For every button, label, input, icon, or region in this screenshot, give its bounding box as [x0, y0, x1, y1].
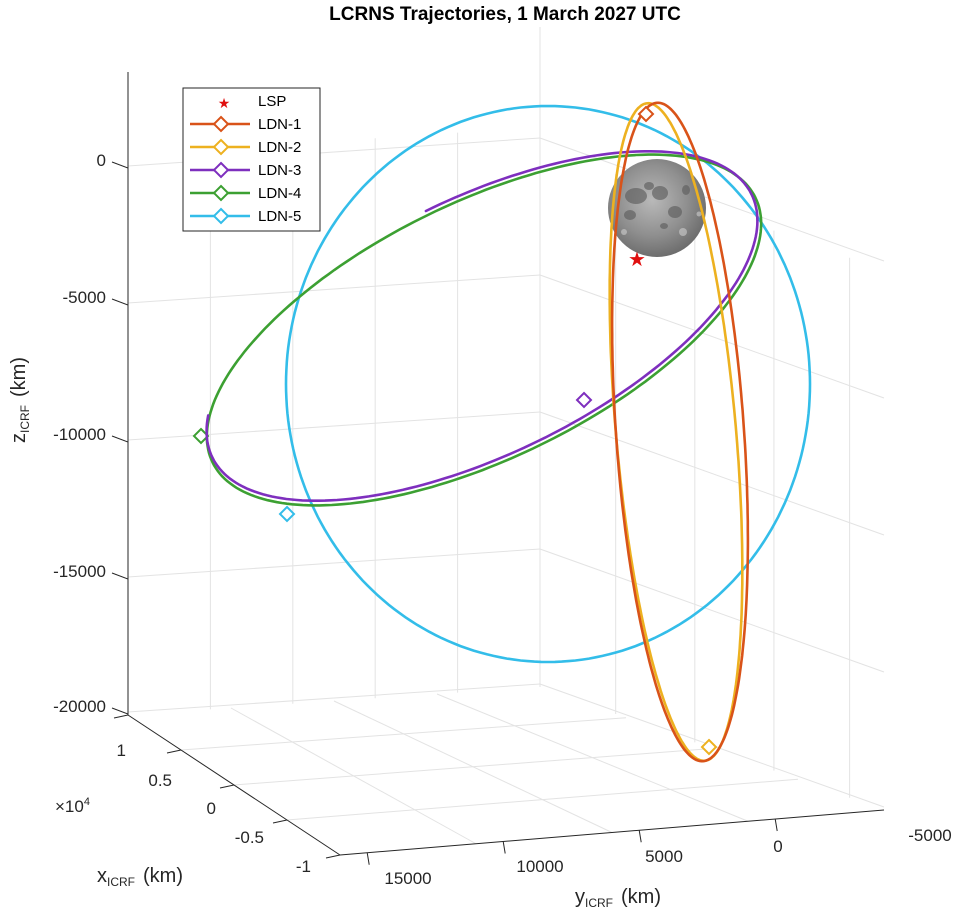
grid-lines	[127, 27, 885, 845]
moon	[608, 159, 706, 257]
trajectory-line-ldn-4	[205, 153, 763, 507]
trajectory-line-ldn-1	[610, 101, 750, 763]
legend-entry: LDN-5	[190, 207, 301, 225]
y-tick-label: 0	[773, 837, 782, 856]
x-tick-label: 1	[117, 741, 126, 760]
x-axis-label: xICRF (km)	[97, 865, 183, 889]
x-axis-multiplier: ×104	[55, 796, 90, 816]
z-tick-label: 0	[97, 151, 106, 170]
legend-entry: LDN-4	[190, 184, 301, 202]
legend-entry: LDN-3	[190, 161, 301, 179]
trajectory-line-ldn-3	[205, 150, 759, 502]
legend-marker	[212, 207, 230, 225]
trajectory-marker-ldn-3	[575, 391, 593, 409]
legend-entry: ★ LSP	[218, 93, 287, 112]
legend-marker	[212, 161, 230, 179]
z-tick-label: -15000	[53, 562, 106, 581]
y-tick-label: 10000	[516, 857, 563, 876]
y-tick-label: -5000	[908, 826, 951, 845]
legend-entry: LDN-2	[190, 138, 301, 156]
axes-box	[111, 72, 885, 865]
trajectory-marker-ldn-1	[637, 105, 655, 123]
trajectories	[192, 101, 812, 763]
legend-marker	[212, 115, 230, 133]
legend-label: LSP	[258, 93, 286, 110]
z-tick-label: -10000	[53, 425, 106, 444]
legend: ★ LSP LDN-1 LDN-2 LDN-3 LDN-4 LDN-5	[182, 87, 321, 232]
x-tick-label: -0.5	[235, 828, 264, 847]
legend-marker	[212, 184, 230, 202]
chart-title: LCRNS Trajectories, 1 March 2027 UTC	[329, 4, 681, 25]
y-tick-label: 5000	[645, 847, 683, 866]
z-axis-label: zICRF(km)	[8, 357, 32, 443]
lsp-marker: ★	[628, 247, 646, 271]
y-tick-label: 15000	[384, 869, 431, 888]
legend-entry: LDN-1	[190, 115, 301, 133]
z-tick-labels: 0 -5000 -10000 -15000 -20000	[53, 151, 106, 716]
x-tick-label: 0.5	[148, 771, 172, 790]
legend-label: LDN-2	[258, 139, 301, 156]
legend-label: LDN-1	[258, 116, 301, 133]
x-tick-label: -1	[296, 857, 311, 876]
z-tick-label: -20000	[53, 697, 106, 716]
trajectory-marker-ldn-2	[700, 738, 718, 756]
legend-label: LDN-3	[258, 162, 301, 179]
x-tick-labels: 1 0.5 0 -0.5 -1	[117, 741, 311, 876]
trajectory-marker-ldn-5	[278, 505, 296, 523]
legend-symbol: ★	[218, 96, 231, 112]
z-tick-label: -5000	[63, 288, 106, 307]
y-tick-labels: 15000 10000 5000 0 -5000	[384, 826, 951, 888]
legend-label: LDN-4	[258, 185, 301, 202]
legend-label: LDN-5	[258, 208, 301, 225]
legend-marker	[212, 138, 230, 156]
y-axis-label: yICRF (km)	[575, 886, 661, 910]
x-tick-label: 0	[207, 799, 216, 818]
